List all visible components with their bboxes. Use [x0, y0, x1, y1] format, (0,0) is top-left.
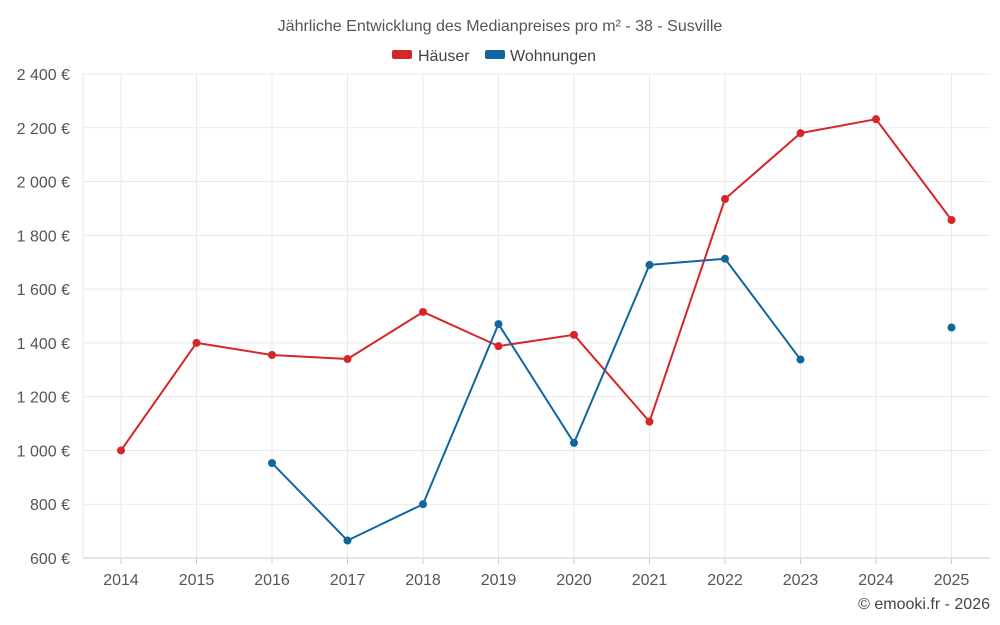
y-tick-label: 1 000 €: [17, 443, 70, 460]
legend-label-wohnungen: Wohnungen: [510, 48, 596, 65]
credit-text: © emooki.fr - 2026: [858, 596, 990, 613]
x-tick-label: 2019: [481, 572, 517, 589]
data-point[interactable]: [268, 350, 276, 359]
legend-swatch-haeuser: [392, 50, 412, 59]
data-point[interactable]: [721, 195, 729, 204]
legend-item-wohnungen[interactable]: Wohnungen: [485, 48, 596, 65]
y-tick-label: 2 000 €: [17, 175, 70, 192]
x-tick-label: 2022: [707, 572, 743, 589]
y-tick-label: 2 400 €: [17, 67, 70, 84]
legend: Häuser Wohnungen: [392, 48, 596, 65]
x-tick-label: 2016: [254, 572, 290, 589]
legend-label-haeuser: Häuser: [418, 48, 470, 65]
series-line: [271, 257, 802, 542]
data-point[interactable]: [796, 129, 805, 138]
y-tick-label: 1 800 €: [17, 228, 70, 245]
series-line: [120, 118, 953, 452]
data-point[interactable]: [570, 438, 578, 447]
x-tick-label: 2024: [858, 572, 894, 589]
data-point[interactable]: [645, 417, 654, 426]
y-tick-label: 600 €: [30, 551, 70, 568]
x-axis-ticks: 2014 2015 2016 2017 2018 2019 2020 2021 2022 2023…: [103, 558, 969, 589]
data-point[interactable]: [343, 355, 352, 364]
legend-swatch-wohnungen: [485, 50, 505, 59]
x-tick-label: 2018: [405, 572, 441, 589]
data-point[interactable]: [721, 254, 729, 263]
series-wohnungen: [268, 254, 956, 545]
data-point[interactable]: [419, 500, 427, 509]
x-tick-label: 2015: [179, 572, 215, 589]
data-point[interactable]: [645, 260, 654, 269]
data-point[interactable]: [872, 115, 880, 124]
data-point[interactable]: [494, 320, 503, 329]
grid: [82, 73, 990, 559]
data-point[interactable]: [192, 338, 201, 347]
data-point[interactable]: [947, 216, 956, 225]
series-häuser: [117, 115, 956, 455]
chart-title: Jährliche Entwicklung des Medianpreises …: [278, 18, 723, 35]
y-tick-label: 2 200 €: [17, 121, 70, 138]
y-tick-label: 1 200 €: [17, 390, 70, 407]
data-point[interactable]: [494, 342, 503, 351]
x-tick-label: 2021: [632, 572, 668, 589]
data-point[interactable]: [343, 536, 352, 545]
x-tick-label: 2014: [103, 572, 139, 589]
data-point[interactable]: [419, 307, 427, 316]
x-tick-label: 2023: [783, 572, 819, 589]
x-tick-label: 2020: [556, 572, 592, 589]
data-point[interactable]: [947, 323, 956, 332]
legend-item-haeuser[interactable]: Häuser: [392, 48, 470, 65]
data-point[interactable]: [796, 355, 805, 364]
y-tick-label: 1 600 €: [17, 282, 70, 299]
y-tick-label: 800 €: [30, 497, 70, 514]
y-axis-ticks: 600 € 800 € 1 000 € 1 200 € 1 400 € 1 600 € 1 …: [17, 67, 70, 568]
y-tick-label: 1 400 €: [17, 336, 70, 353]
series: [117, 115, 956, 545]
x-tick-label: 2025: [934, 572, 970, 589]
data-point[interactable]: [570, 330, 578, 339]
x-tick-label: 2017: [330, 572, 366, 589]
data-point[interactable]: [117, 446, 125, 455]
data-point[interactable]: [268, 459, 276, 468]
